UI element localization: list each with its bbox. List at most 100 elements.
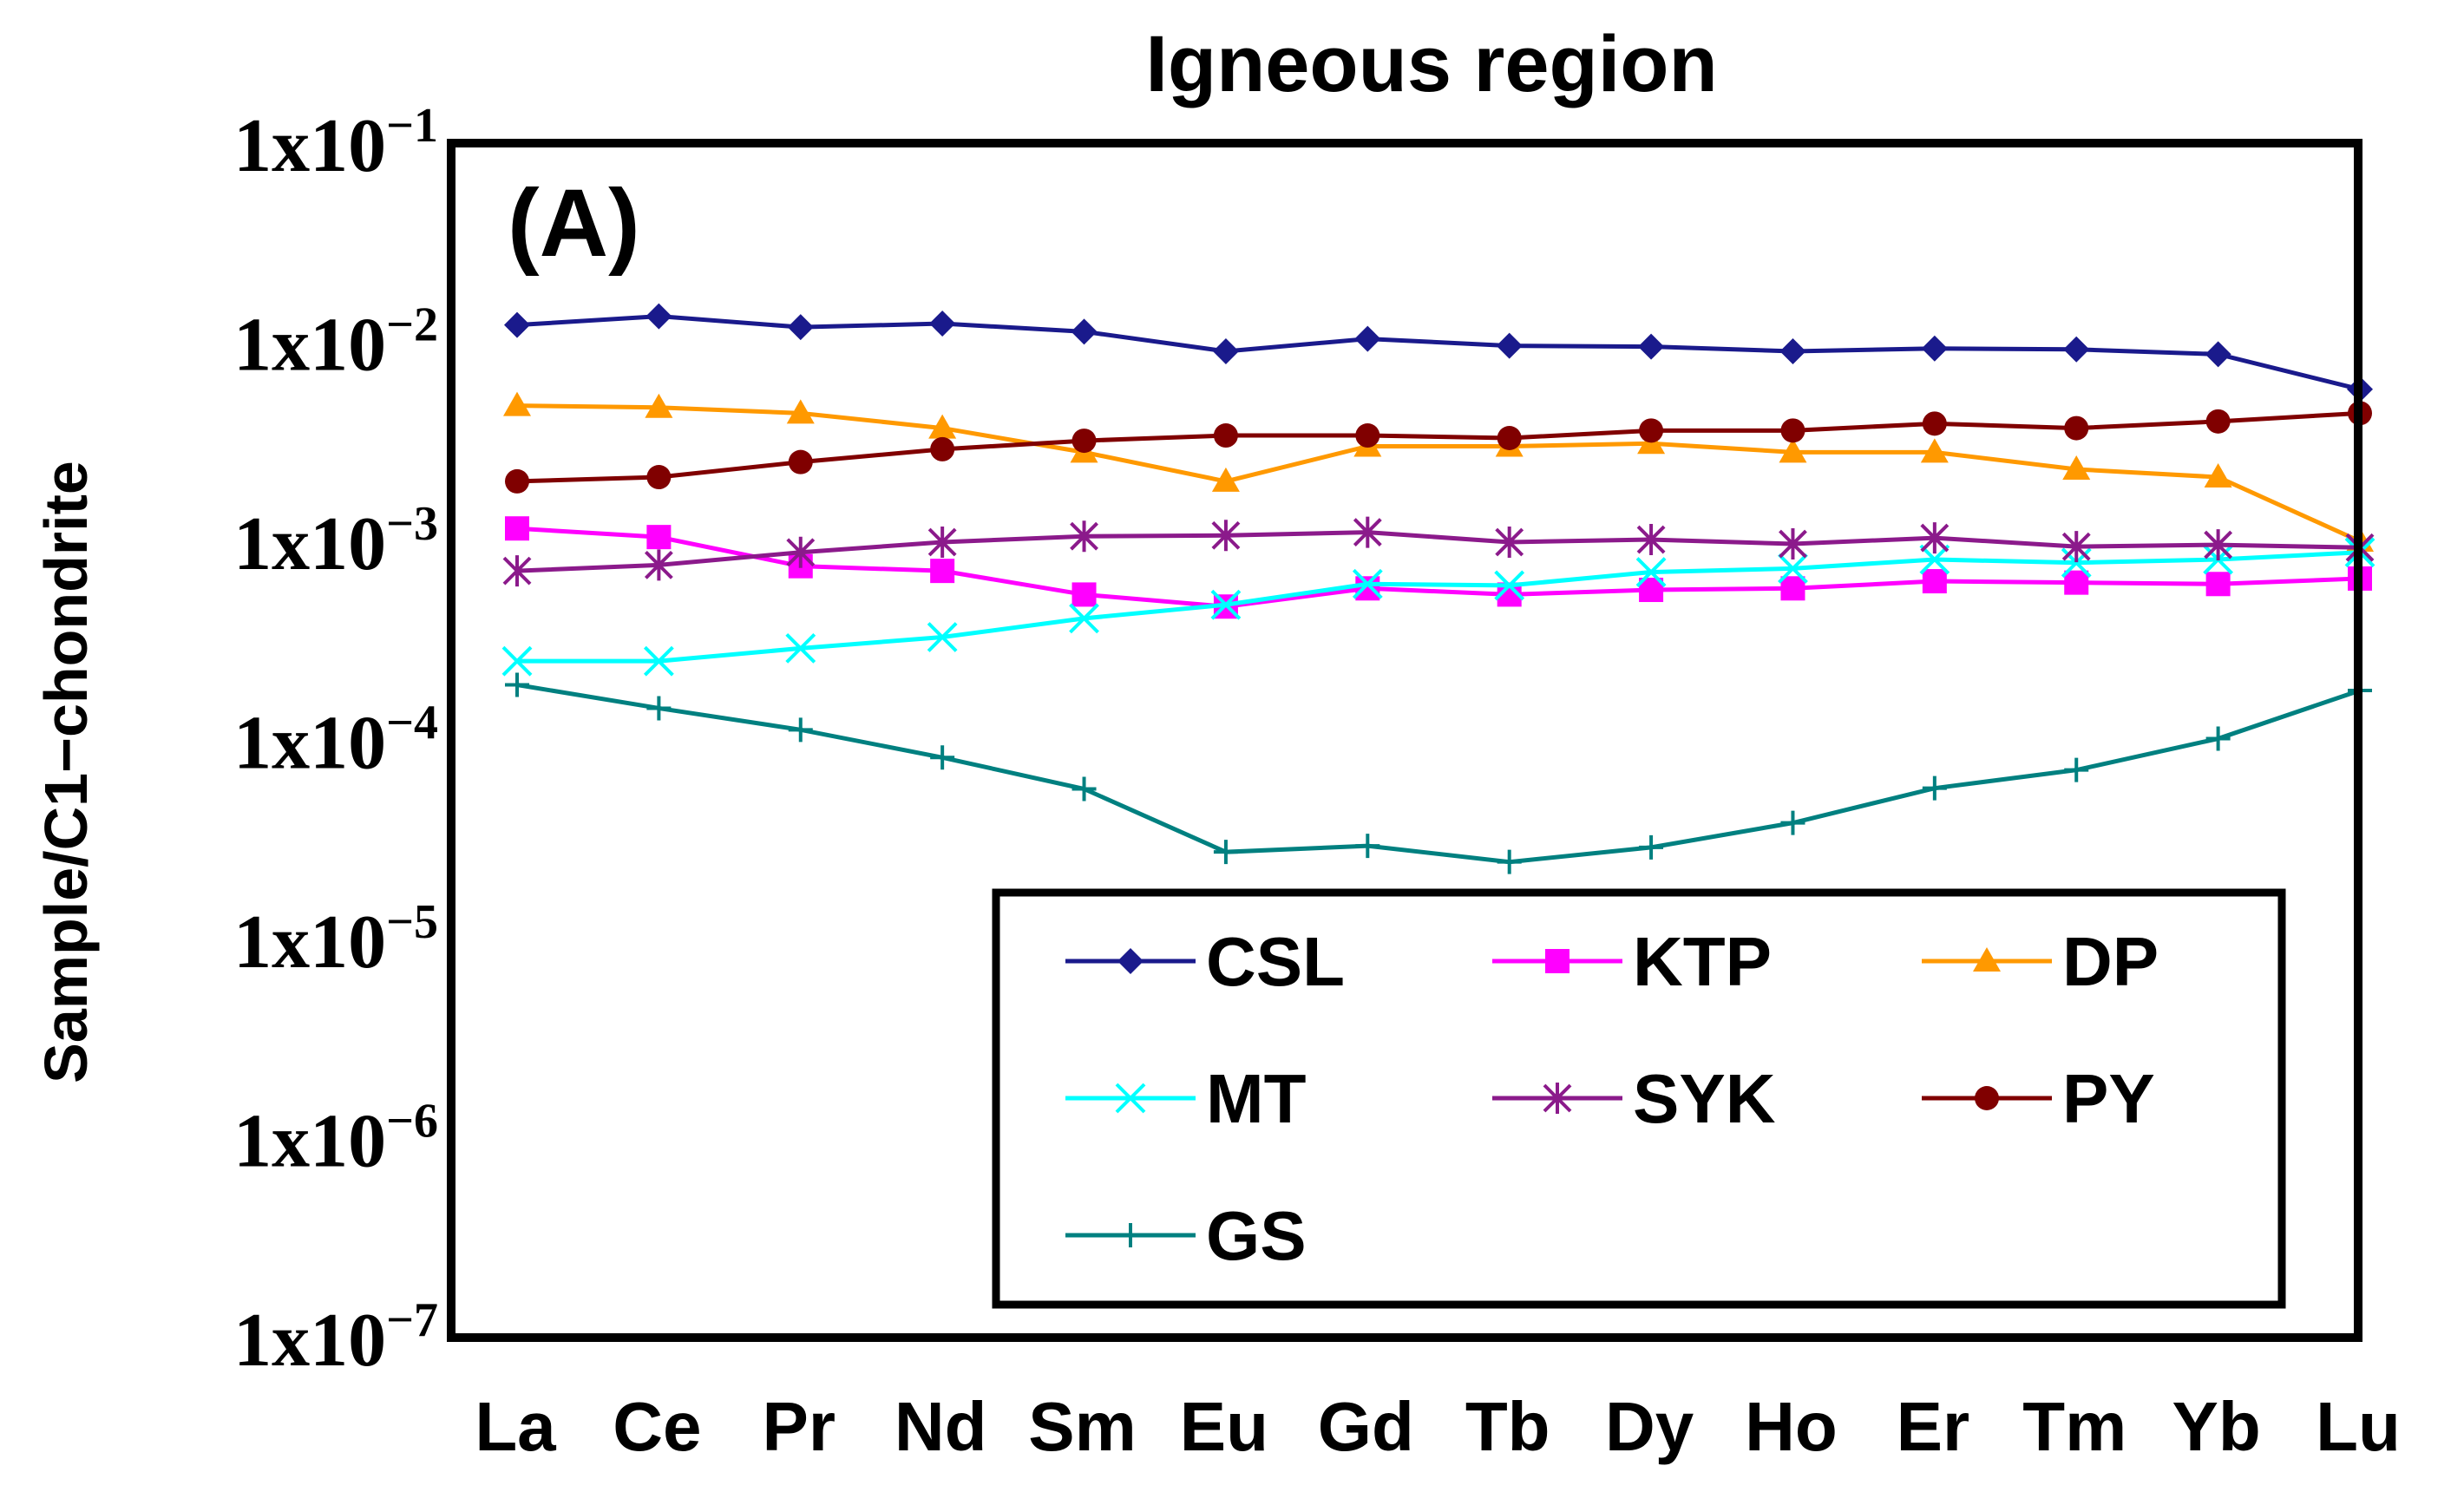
x-tick-label: Sm <box>1028 1388 1137 1465</box>
data-point <box>929 311 956 337</box>
data-point <box>1071 318 1098 345</box>
y-tick-label: 1x10−4 <box>233 697 438 786</box>
x-tick-label: Eu <box>1180 1388 1268 1465</box>
data-point <box>1639 418 1664 443</box>
data-point <box>2062 455 2091 480</box>
legend-marker <box>1117 948 1144 974</box>
data-point <box>505 468 529 494</box>
data-point <box>1070 520 1098 553</box>
data-point <box>927 622 958 652</box>
data-point <box>1354 325 1381 352</box>
legend-label: PY <box>2062 1060 2155 1137</box>
data-point <box>505 516 529 541</box>
data-point <box>646 525 672 550</box>
data-point <box>1778 553 1808 584</box>
data-point <box>1213 840 1238 865</box>
legend-label: DP <box>2062 923 2159 1000</box>
chart-title: Igneous region <box>1145 20 1717 108</box>
y-tick-label: 1x10−2 <box>233 298 438 388</box>
x-tick-label: Ho <box>1745 1388 1838 1465</box>
data-point <box>1780 576 1805 601</box>
legend-marker <box>1973 947 2001 972</box>
y-axis-label: Sample/C1−chondrite <box>32 461 100 1083</box>
data-point <box>1638 333 1665 360</box>
data-point <box>1779 438 1807 463</box>
series-csl <box>504 303 2373 402</box>
data-point <box>646 696 672 721</box>
series-py <box>505 401 2372 494</box>
panel-label: (A) <box>508 170 640 277</box>
series-line-csl <box>516 314 2361 392</box>
legend-box <box>992 888 2286 1309</box>
data-point <box>788 717 813 743</box>
x-tick-label: Tb <box>1465 1388 1550 1465</box>
series-line-mt <box>517 550 2361 664</box>
data-point <box>1210 589 1242 620</box>
data-point <box>2061 531 2091 563</box>
y-tick-label: 1x10−7 <box>233 1293 438 1383</box>
legend-marker <box>1543 1083 1572 1114</box>
legend-marker <box>1115 1083 1146 1114</box>
data-point <box>1212 338 1239 365</box>
data-point <box>1636 524 1666 556</box>
x-tick-label: Er <box>1897 1388 1970 1465</box>
legend-label: SYK <box>1633 1060 1776 1137</box>
data-point <box>2064 757 2089 782</box>
data-point <box>930 745 955 770</box>
data-point <box>645 303 672 330</box>
series-line-dp <box>516 403 2362 544</box>
data-point <box>1922 411 1947 436</box>
y-tick-labels: 1x10−1 1x10−2 1x10−3 1x10−4 1x10−5 1x10−6 1x10… <box>233 99 438 1383</box>
data-point <box>1920 438 1949 463</box>
data-point <box>504 311 530 338</box>
data-point <box>644 549 673 581</box>
data-point <box>646 465 672 490</box>
data-point <box>1355 576 1380 601</box>
legend-item-syk: SYK <box>1492 1060 1776 1137</box>
data-point <box>2205 726 2231 751</box>
data-point <box>1920 522 1950 554</box>
x-tick-label: Pr <box>763 1388 836 1465</box>
data-point <box>787 314 814 341</box>
data-point <box>1780 418 1805 443</box>
legend: CSL KTP DP MT SYK PY GS <box>1065 923 2159 1274</box>
data-point <box>1355 423 1380 448</box>
legend-item-gs: GS <box>1065 1197 1307 1274</box>
plot-frame <box>447 139 2362 1342</box>
legend-label: KTP <box>1633 923 1772 1000</box>
data-point <box>1494 570 1525 601</box>
x-tick-label: Lu <box>2316 1388 2401 1465</box>
series-line-py <box>516 410 2361 484</box>
data-point <box>1496 332 1523 359</box>
data-point <box>2204 463 2232 488</box>
legend-marker <box>1975 1086 1999 1110</box>
data-point <box>1071 582 1097 607</box>
data-point <box>501 645 533 677</box>
data-point <box>502 555 532 587</box>
data-point <box>503 391 531 416</box>
y-tick-label: 1x10−3 <box>233 497 438 586</box>
data-point <box>2063 336 2090 363</box>
data-point <box>2205 572 2231 597</box>
data-point <box>1780 810 1805 835</box>
series-ktp <box>505 516 2372 619</box>
x-tick-label: Tm <box>2022 1388 2127 1465</box>
data-point <box>786 399 815 424</box>
legend-label: MT <box>1206 1060 1307 1137</box>
data-point <box>643 645 674 677</box>
data-point <box>1495 527 1524 559</box>
data-point <box>505 672 529 697</box>
legend-item-dp: DP <box>1922 923 2159 1000</box>
legend-label: CSL <box>1206 923 1345 1000</box>
series-line-ktp <box>516 526 2361 609</box>
legend-item-csl: CSL <box>1065 923 1345 1000</box>
legend-item-py: PY <box>1922 1060 2155 1137</box>
data-point <box>1353 516 1382 548</box>
data-point <box>1497 849 1522 874</box>
data-point <box>2064 570 2089 595</box>
data-point <box>1922 775 1947 801</box>
data-point <box>1919 544 1950 575</box>
data-point <box>930 436 955 461</box>
data-point <box>1779 528 1807 560</box>
